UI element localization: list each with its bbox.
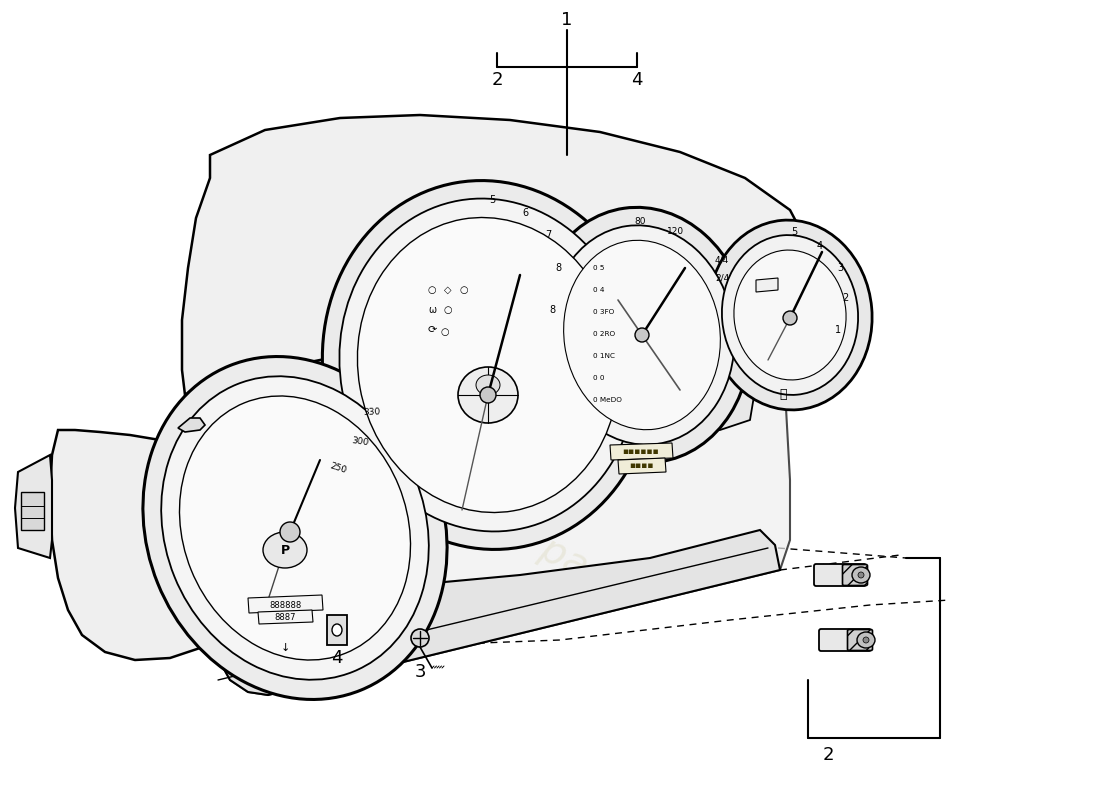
Text: 330: 330 bbox=[363, 407, 381, 417]
Text: 2/4: 2/4 bbox=[715, 274, 729, 282]
Text: 0 4: 0 4 bbox=[593, 287, 605, 293]
Text: 8887: 8887 bbox=[274, 614, 296, 622]
Text: 888888: 888888 bbox=[268, 602, 301, 610]
Ellipse shape bbox=[411, 629, 429, 647]
Ellipse shape bbox=[476, 375, 501, 395]
Polygon shape bbox=[618, 458, 666, 474]
Text: 1: 1 bbox=[561, 11, 573, 29]
Text: motor parts: motor parts bbox=[420, 470, 640, 610]
Text: 4/4: 4/4 bbox=[715, 255, 729, 265]
Text: 8: 8 bbox=[549, 305, 556, 315]
Ellipse shape bbox=[179, 396, 410, 660]
Polygon shape bbox=[21, 492, 44, 530]
Ellipse shape bbox=[332, 624, 342, 636]
Ellipse shape bbox=[858, 572, 864, 578]
Polygon shape bbox=[50, 430, 235, 660]
Polygon shape bbox=[15, 455, 52, 558]
Text: 4: 4 bbox=[817, 241, 823, 251]
Text: 4: 4 bbox=[631, 71, 642, 89]
Polygon shape bbox=[214, 530, 780, 695]
Polygon shape bbox=[610, 443, 673, 460]
Text: 80: 80 bbox=[635, 218, 646, 226]
Ellipse shape bbox=[708, 220, 872, 410]
Text: ▪▪▪▪▪▪: ▪▪▪▪▪▪ bbox=[623, 447, 659, 457]
Ellipse shape bbox=[358, 218, 618, 513]
Text: ↓: ↓ bbox=[280, 643, 289, 653]
Text: 3: 3 bbox=[415, 663, 426, 681]
Text: ω: ω bbox=[428, 305, 436, 315]
Polygon shape bbox=[185, 348, 790, 695]
Polygon shape bbox=[258, 610, 314, 624]
Polygon shape bbox=[200, 350, 755, 430]
Text: ○: ○ bbox=[443, 305, 452, 315]
Polygon shape bbox=[756, 278, 778, 292]
Text: ○: ○ bbox=[441, 327, 449, 337]
Text: 2: 2 bbox=[842, 293, 848, 303]
Ellipse shape bbox=[783, 311, 798, 325]
Text: 0 MeDO: 0 MeDO bbox=[593, 397, 622, 403]
Polygon shape bbox=[248, 595, 323, 613]
Text: 1: 1 bbox=[835, 325, 842, 335]
Text: P: P bbox=[280, 543, 289, 557]
Ellipse shape bbox=[852, 567, 870, 583]
Ellipse shape bbox=[322, 181, 653, 550]
Ellipse shape bbox=[734, 250, 846, 380]
Ellipse shape bbox=[162, 376, 429, 680]
Ellipse shape bbox=[635, 328, 649, 342]
Polygon shape bbox=[178, 418, 205, 432]
Ellipse shape bbox=[280, 522, 300, 542]
Ellipse shape bbox=[480, 387, 496, 403]
Text: 0 2RO: 0 2RO bbox=[593, 331, 615, 337]
FancyBboxPatch shape bbox=[847, 630, 872, 650]
FancyBboxPatch shape bbox=[820, 629, 871, 651]
Text: 6: 6 bbox=[521, 208, 528, 218]
Text: 0 1NC: 0 1NC bbox=[593, 353, 615, 359]
Text: 4: 4 bbox=[331, 649, 343, 667]
Text: ○: ○ bbox=[428, 285, 437, 295]
Text: 0 0: 0 0 bbox=[593, 375, 605, 381]
Text: autodr: autodr bbox=[250, 421, 450, 559]
Text: 0 3FO: 0 3FO bbox=[593, 309, 614, 315]
Text: 7: 7 bbox=[544, 230, 551, 240]
Text: ▪▪▪▪: ▪▪▪▪ bbox=[629, 462, 653, 470]
Ellipse shape bbox=[864, 637, 869, 643]
Ellipse shape bbox=[534, 207, 750, 462]
Ellipse shape bbox=[563, 240, 720, 430]
Polygon shape bbox=[327, 615, 346, 645]
Ellipse shape bbox=[143, 357, 447, 699]
Text: ⟳: ⟳ bbox=[427, 325, 437, 335]
Text: ○: ○ bbox=[460, 285, 469, 295]
Ellipse shape bbox=[263, 532, 307, 568]
Text: 0 5: 0 5 bbox=[593, 265, 605, 271]
Ellipse shape bbox=[458, 367, 518, 423]
Text: ⛽: ⛽ bbox=[779, 389, 786, 402]
Text: ◇: ◇ bbox=[444, 285, 452, 295]
FancyBboxPatch shape bbox=[814, 564, 866, 586]
Text: 300: 300 bbox=[351, 436, 370, 448]
Text: 8: 8 bbox=[554, 263, 561, 273]
Text: 2: 2 bbox=[823, 746, 834, 764]
FancyBboxPatch shape bbox=[843, 565, 868, 586]
Text: 5: 5 bbox=[488, 195, 495, 205]
Ellipse shape bbox=[340, 198, 637, 531]
Text: 2: 2 bbox=[492, 71, 503, 89]
Text: 5: 5 bbox=[791, 227, 798, 237]
Text: 250: 250 bbox=[329, 461, 348, 475]
Ellipse shape bbox=[722, 235, 858, 395]
Ellipse shape bbox=[857, 632, 874, 648]
Text: 120: 120 bbox=[668, 227, 684, 237]
Text: 3: 3 bbox=[837, 263, 843, 273]
Ellipse shape bbox=[550, 226, 735, 445]
Polygon shape bbox=[182, 115, 810, 395]
